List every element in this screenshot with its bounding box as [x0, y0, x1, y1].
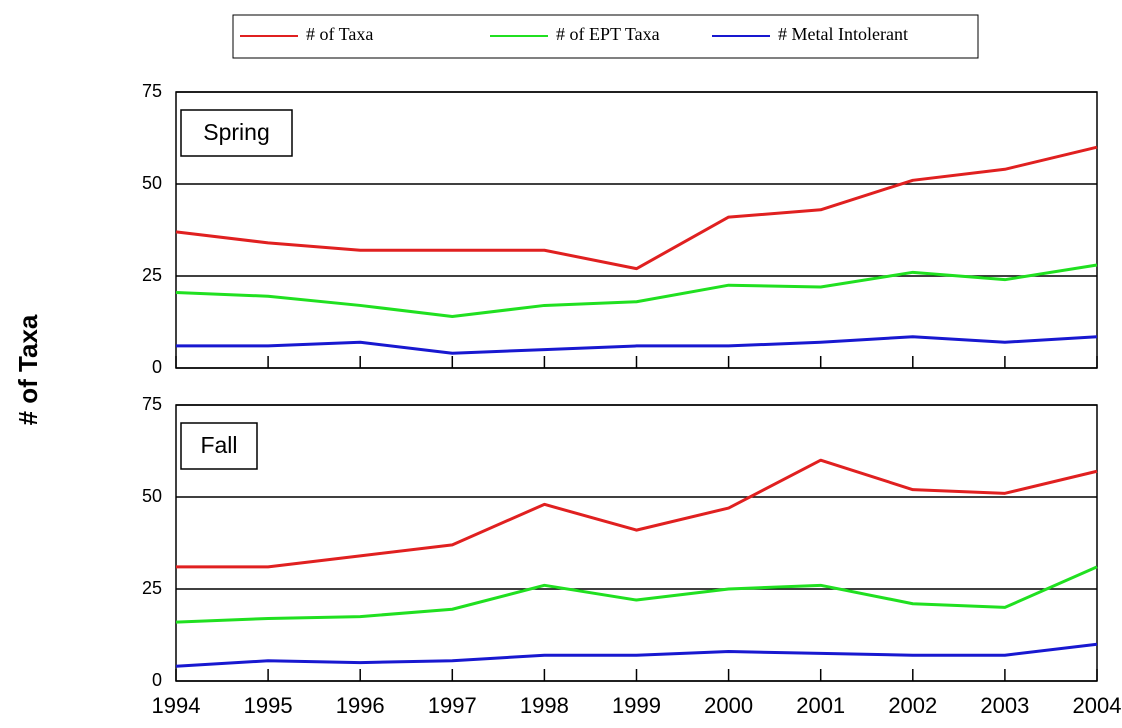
y-tick-label: 50: [142, 173, 162, 193]
x-tick-label: 2001: [796, 693, 845, 718]
x-tick-label: 1996: [336, 693, 385, 718]
y-tick-label: 25: [142, 578, 162, 598]
plot-area: [176, 92, 1097, 368]
x-tick-label: 2004: [1073, 693, 1122, 718]
panel-label: Fall: [200, 432, 237, 458]
y-tick-label: 50: [142, 486, 162, 506]
panel-label: Spring: [203, 119, 269, 145]
y-tick-label: 75: [142, 394, 162, 414]
plot-border: [175, 91, 1098, 369]
series-line: [176, 335, 1098, 355]
panel-label-box: [180, 109, 293, 157]
x-tick-label: 2000: [704, 693, 753, 718]
y-axis-label: # of Taxa: [13, 314, 43, 425]
x-tick-label: 2002: [888, 693, 937, 718]
series-line: [175, 642, 1098, 668]
legend-label: # of EPT Taxa: [556, 24, 660, 44]
x-tick-label: 2003: [980, 693, 1029, 718]
series-line: [175, 145, 1098, 271]
plot-area: [176, 405, 1097, 681]
legend-label: # of Taxa: [306, 24, 373, 44]
panel-label-box: [180, 422, 258, 470]
legend-label: # Metal Intolerant: [778, 24, 908, 44]
series-line: [175, 565, 1098, 624]
x-tick-label: 1997: [428, 693, 477, 718]
series-line: [176, 458, 1098, 569]
plot-border: [175, 404, 1098, 682]
y-tick-label: 0: [152, 357, 162, 377]
legend-box: [232, 14, 979, 59]
x-tick-label: 1998: [520, 693, 569, 718]
y-tick-label: 25: [142, 265, 162, 285]
x-tick-label: 1995: [244, 693, 293, 718]
y-tick-label: 0: [152, 670, 162, 690]
x-tick-label: 1999: [612, 693, 661, 718]
y-tick-label: 75: [142, 81, 162, 101]
x-tick-label: 1994: [152, 693, 201, 718]
series-line: [175, 263, 1098, 318]
